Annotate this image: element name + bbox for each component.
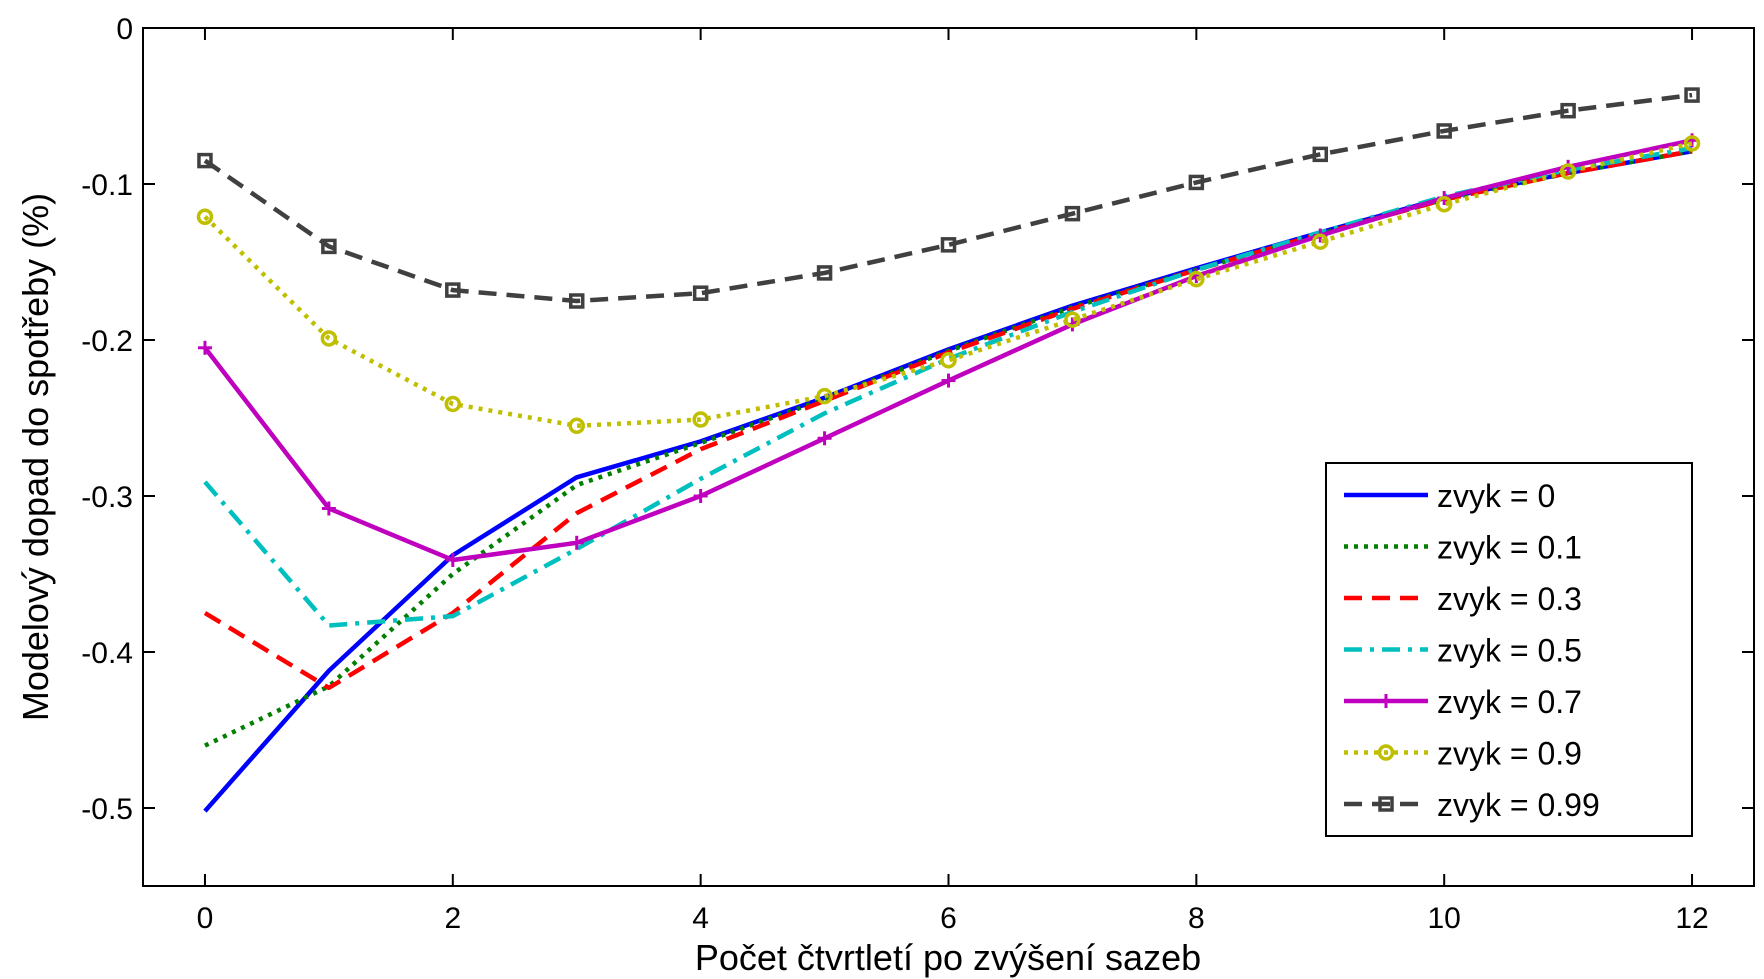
data-point-square <box>1188 174 1205 191</box>
legend-item: zvyk = 0 <box>1344 478 1555 514</box>
legend-label: zvyk = 0.99 <box>1437 787 1600 823</box>
data-point-square <box>321 238 337 255</box>
legend-label: zvyk = 0 <box>1437 478 1555 514</box>
data-point-circle <box>320 330 338 347</box>
legend: zvyk = 0 zvyk = 0.1 zvyk = 0.3 zvyk = 0.5 zv… <box>1325 462 1693 837</box>
y-tick-label: -0.2 <box>81 325 133 358</box>
data-point-square <box>1312 146 1329 163</box>
data-point-square <box>1684 87 1700 103</box>
x-tick-label: 0 <box>197 902 214 935</box>
legend-item: zvyk = 0.99 <box>1344 787 1600 823</box>
data-point-plus <box>693 489 708 503</box>
x-tick-label: 10 <box>1428 902 1461 935</box>
data-point-square <box>940 237 957 253</box>
data-point-circle <box>692 411 709 428</box>
data-point-square <box>1436 123 1452 139</box>
data-point-plus <box>1379 694 1393 708</box>
y-tick-label: -0.1 <box>81 169 133 202</box>
data-point-square <box>692 285 709 301</box>
data-point-circle <box>1559 163 1577 180</box>
series-layer <box>196 87 1701 813</box>
data-point-square <box>445 282 461 298</box>
data-point-circle <box>1312 233 1329 250</box>
data-point-square <box>1560 102 1576 119</box>
y-tick-label: 0 <box>116 13 133 46</box>
y-axis: 0 -0.1 -0.2 -0.3 -0.4 -0.5 <box>81 13 1754 826</box>
x-tick-label: 6 <box>940 902 957 935</box>
data-point-square <box>816 265 833 281</box>
data-point-square <box>568 293 585 309</box>
data-point-plus <box>197 340 212 355</box>
data-point-plus <box>569 535 584 550</box>
x-tick-label: 8 <box>1188 902 1205 935</box>
legend-label: zvyk = 0.7 <box>1437 684 1582 720</box>
legend-label: zvyk = 0.1 <box>1437 530 1582 566</box>
y-tick-label: -0.5 <box>81 793 133 826</box>
data-point-square <box>197 152 213 169</box>
y-tick-label: -0.3 <box>81 481 133 514</box>
legend-item: zvyk = 0.1 <box>1344 530 1582 566</box>
x-axis: 0 2 4 6 8 10 12 <box>197 28 1709 935</box>
data-point-circle <box>1377 744 1395 761</box>
series-line <box>203 92 1693 304</box>
data-point-plus <box>321 501 336 516</box>
x-tick-label: 4 <box>692 902 709 935</box>
x-tick-label: 2 <box>444 902 461 935</box>
data-point-square <box>1064 205 1081 222</box>
data-point-circle <box>940 352 957 369</box>
data-point-circle <box>1064 311 1081 328</box>
legend-label: zvyk = 0.3 <box>1437 581 1582 617</box>
legend-item: zvyk = 0.3 <box>1344 581 1582 617</box>
data-point-plus <box>817 431 832 446</box>
legend-label: zvyk = 0.9 <box>1437 736 1582 772</box>
series-6 <box>197 87 1700 309</box>
legend-label: zvyk = 0.5 <box>1437 633 1582 669</box>
x-tick-label: 12 <box>1675 902 1708 935</box>
data-point-circle <box>568 417 585 435</box>
series-line <box>203 141 1693 429</box>
data-point-square <box>1378 796 1394 812</box>
data-point-circle <box>444 395 462 413</box>
legend-item: zvyk = 0.7 <box>1344 684 1582 720</box>
legend-item: zvyk = 0.5 <box>1344 633 1582 669</box>
data-point-circle <box>1683 135 1701 152</box>
series-5 <box>196 135 1701 435</box>
y-tick-label: -0.4 <box>81 637 133 670</box>
x-axis-title: Počet čtvrtletí po zvýšení sazeb <box>695 937 1201 978</box>
y-axis-title: Modelový dopad do spotřeby (%) <box>15 193 56 721</box>
data-point-circle <box>816 387 833 405</box>
data-point-plus <box>941 373 956 388</box>
data-point-circle <box>196 208 214 226</box>
data-point-circle <box>1188 270 1205 288</box>
data-point-circle <box>1435 196 1453 213</box>
legend-item: zvyk = 0.9 <box>1344 736 1582 772</box>
data-point-plus <box>445 552 460 567</box>
